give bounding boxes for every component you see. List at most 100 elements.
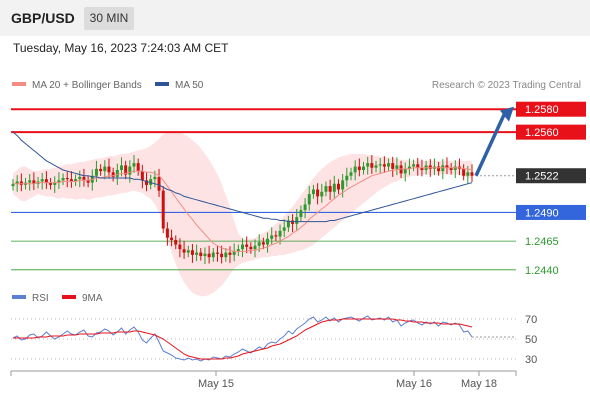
x-tick-label: May 15 bbox=[198, 378, 234, 390]
forecast-arrow bbox=[474, 106, 514, 177]
candle-body bbox=[57, 180, 61, 183]
candle-body bbox=[15, 181, 19, 184]
candle-body bbox=[82, 176, 86, 181]
candle-body bbox=[266, 238, 270, 245]
candle-body bbox=[220, 253, 224, 258]
candle-body bbox=[119, 165, 123, 170]
candle-body bbox=[136, 163, 140, 172]
candle-body bbox=[462, 168, 466, 176]
candle-body bbox=[441, 165, 445, 172]
ma50-line bbox=[12, 131, 473, 223]
candle-body bbox=[374, 165, 378, 168]
rsi-tick-label: 30 bbox=[525, 354, 537, 366]
candle-body bbox=[111, 172, 115, 177]
credit-text: Research © 2023 Trading Central bbox=[431, 80, 581, 91]
candle-body bbox=[291, 220, 295, 224]
candle-body bbox=[94, 168, 98, 176]
title-bar: GBP/USD 30 MIN bbox=[0, 0, 590, 36]
candle-body bbox=[332, 183, 336, 192]
candle-body bbox=[170, 237, 174, 240]
x-tick-label: May 18 bbox=[461, 378, 497, 390]
candle-body bbox=[270, 235, 274, 239]
current-price-tag bbox=[516, 168, 586, 184]
current-price-label: 1.2522 bbox=[525, 171, 559, 183]
candle-body bbox=[370, 163, 374, 168]
support-label: 1.2465 bbox=[525, 236, 559, 248]
candle-body bbox=[382, 164, 386, 167]
candle-body bbox=[403, 168, 407, 174]
candle-body bbox=[157, 176, 161, 191]
candle-body bbox=[69, 179, 73, 182]
candles bbox=[11, 155, 474, 265]
rsi-9ma-line bbox=[13, 318, 473, 360]
candle-body bbox=[228, 252, 232, 255]
candle-body bbox=[78, 176, 82, 180]
candle-body bbox=[316, 189, 320, 197]
forecast-arrow-shaft bbox=[474, 111, 507, 177]
candle-body bbox=[428, 165, 432, 169]
candle-body bbox=[324, 186, 328, 192]
candle-body bbox=[299, 210, 303, 218]
candle-body bbox=[257, 242, 261, 246]
rsi-panel: 70 50 30 bbox=[11, 314, 537, 366]
legend-9ma-label: 9MA bbox=[82, 293, 103, 304]
candle-body bbox=[207, 253, 211, 258]
candle-body bbox=[253, 245, 257, 250]
candle-body bbox=[437, 166, 441, 172]
candle-body bbox=[349, 172, 353, 176]
candle-body bbox=[161, 190, 165, 229]
candle-body bbox=[174, 239, 178, 245]
candle-body bbox=[311, 189, 315, 195]
support-label: 1.2440 bbox=[525, 265, 559, 277]
candle-body bbox=[186, 250, 190, 253]
candle-body bbox=[249, 246, 253, 250]
candle-body bbox=[74, 179, 78, 182]
ma20-swatch bbox=[12, 82, 26, 87]
support-label: 1.2490 bbox=[525, 207, 559, 219]
ma20-line bbox=[13, 167, 473, 252]
candle-body bbox=[99, 168, 103, 172]
candle-body bbox=[282, 227, 286, 231]
candle-body bbox=[199, 252, 203, 257]
rsi-tick-label: 50 bbox=[525, 334, 537, 346]
candle-body bbox=[115, 170, 119, 177]
candle-body bbox=[107, 166, 111, 173]
candle-body bbox=[407, 166, 411, 169]
candle-body bbox=[103, 166, 107, 172]
candle-body bbox=[203, 253, 207, 257]
candle-body bbox=[366, 163, 370, 167]
candle-body bbox=[195, 252, 199, 255]
price-levels: 1.2580 1.2560 1.2522 1.2490 1.2465 1.2440 bbox=[11, 101, 586, 277]
legend-rsi: RSI bbox=[12, 293, 49, 304]
candle-body bbox=[286, 220, 290, 228]
candle-body bbox=[445, 165, 449, 168]
resistance-tag bbox=[516, 101, 586, 117]
candle-body bbox=[453, 166, 457, 170]
candle-body bbox=[336, 183, 340, 190]
candle-body bbox=[357, 166, 361, 170]
candle-body bbox=[215, 252, 219, 254]
moving-averages bbox=[12, 131, 473, 252]
symbol-label: GBP/USD bbox=[11, 10, 75, 26]
candle-body bbox=[345, 175, 349, 181]
candle-body bbox=[278, 230, 282, 237]
candle-body bbox=[19, 181, 23, 185]
timeframe-button[interactable]: 30 MIN bbox=[84, 7, 134, 30]
time-axis: May 15 May 16 May 18 bbox=[10, 370, 517, 390]
candle-body bbox=[420, 167, 424, 170]
candle-body bbox=[132, 163, 136, 167]
candle-body bbox=[274, 235, 278, 237]
candle-body bbox=[53, 182, 57, 185]
candle-body bbox=[140, 171, 144, 181]
candle-body bbox=[236, 249, 240, 252]
candle-body bbox=[61, 178, 65, 181]
bollinger-band-fill bbox=[13, 131, 472, 297]
candle-body bbox=[49, 182, 53, 185]
candle-body bbox=[65, 178, 69, 180]
candle-body bbox=[412, 164, 416, 167]
legend-ma20-label: MA 20 + Bollinger Bands bbox=[32, 80, 142, 91]
rsi-swatch bbox=[12, 295, 26, 300]
candle-body bbox=[178, 244, 182, 250]
candle-body bbox=[241, 244, 244, 250]
